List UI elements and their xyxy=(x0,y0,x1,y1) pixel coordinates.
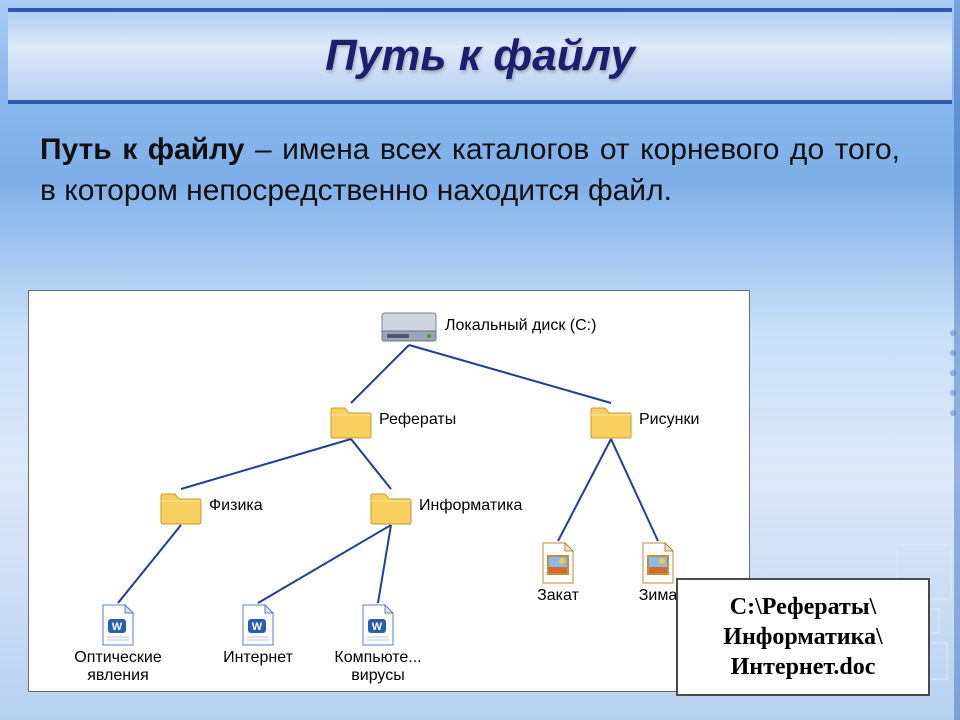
tree-label-pic: Рисунки xyxy=(639,411,699,429)
file-tree-diagram: Локальный диск (C:) Рефераты Рисунки Физ… xyxy=(28,290,750,692)
tree-node-disk xyxy=(379,309,439,347)
tree-node-ref xyxy=(329,403,373,441)
tree-node-inf xyxy=(369,489,413,527)
tree-node-pic xyxy=(589,403,633,441)
path-line-2: Информатика\ xyxy=(688,622,918,652)
tree-label-ref: Рефераты xyxy=(379,411,456,429)
tree-node-opt: W xyxy=(99,603,137,649)
tree-node-virus: W xyxy=(359,603,397,649)
tree-label-net: Интернет xyxy=(223,649,293,667)
svg-text:W: W xyxy=(112,621,123,633)
tree-label-zima: Зима xyxy=(639,587,678,605)
tree-node-zima xyxy=(639,541,677,587)
tree-node-phys xyxy=(159,489,203,527)
tree-label-inf: Информатика xyxy=(419,497,522,515)
definition-paragraph: Путь к файлу – имена всех каталогов от к… xyxy=(40,130,900,211)
tree-node-zakat xyxy=(539,541,577,587)
svg-text:W: W xyxy=(372,621,383,633)
definition-term: Путь к файлу xyxy=(40,133,244,166)
path-line-3: Интернет.doc xyxy=(688,652,918,682)
tree-label-zakat: Закат xyxy=(537,587,579,605)
path-line-1: С:\Рефераты\ xyxy=(688,592,918,622)
slide-title: Путь к файлу xyxy=(325,31,635,81)
svg-text:W: W xyxy=(252,621,263,633)
tree-label-phys: Физика xyxy=(209,497,263,515)
tree-label-disk: Локальный диск (C:) xyxy=(445,317,596,335)
tree-label-opt: Оптическиеявления xyxy=(74,649,161,685)
slide-title-bar: Путь к файлу xyxy=(8,8,952,104)
example-path-box: С:\Рефераты\ Информатика\ Интернет.doc xyxy=(676,578,930,696)
tree-node-net: W xyxy=(239,603,277,649)
tree-label-virus: Компьюте...вирусы xyxy=(334,649,421,685)
